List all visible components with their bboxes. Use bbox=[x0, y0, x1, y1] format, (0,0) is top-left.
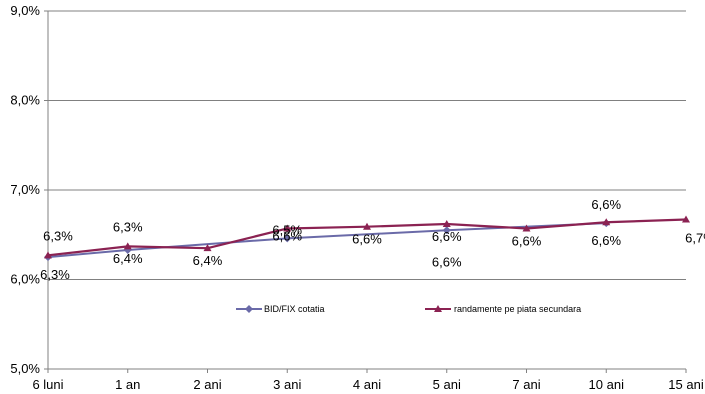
data-label: 6,6% bbox=[272, 228, 302, 243]
x-tick-label: 4 ani bbox=[353, 377, 381, 392]
x-tick-label: 10 ani bbox=[589, 377, 625, 392]
triangle-marker bbox=[434, 305, 442, 312]
axes bbox=[44, 10, 687, 373]
triangle-marker bbox=[44, 251, 52, 259]
y-tick-label: 9,0% bbox=[10, 3, 40, 18]
triangle-marker bbox=[203, 244, 212, 252]
triangle-marker bbox=[442, 220, 451, 228]
y-tick-label: 7,0% bbox=[10, 182, 40, 197]
series-group bbox=[44, 215, 690, 262]
x-tick-label: 6 luni bbox=[32, 377, 63, 392]
x-tick-label: 7 ani bbox=[512, 377, 540, 392]
legend-label-1: BID/FIX cotatia bbox=[264, 304, 325, 314]
y-tick-label: 8,0% bbox=[10, 93, 40, 108]
gridlines bbox=[48, 10, 686, 280]
data-label: 6,5% bbox=[272, 222, 302, 237]
data-label: 6,3% bbox=[113, 219, 143, 234]
y-tick-label: 5,0% bbox=[10, 361, 40, 376]
data-label: 6,3% bbox=[43, 228, 73, 243]
y-axis-tick-labels: 5,0% 6,0% 7,0% 8,0% 9,0% bbox=[10, 3, 40, 376]
triangle-marker bbox=[522, 224, 531, 232]
legend: BID/FIX cotatia randamente pe piata secun… bbox=[236, 304, 581, 314]
x-tick-label: 15 ani bbox=[668, 377, 704, 392]
triangle-marker bbox=[363, 222, 371, 230]
data-label: 6,6% bbox=[512, 233, 542, 248]
y-tick-label: 6,0% bbox=[10, 272, 40, 287]
data-label: 6,6% bbox=[591, 197, 621, 212]
data-label: 6,6% bbox=[591, 233, 621, 248]
x-tick-label: 5 ani bbox=[433, 377, 461, 392]
triangle-marker bbox=[602, 218, 611, 226]
data-label: 6,3% bbox=[40, 267, 70, 282]
diamond-marker bbox=[442, 226, 451, 235]
data-label: 6,6% bbox=[432, 229, 462, 244]
legend-label-2: randamente pe piata secundara bbox=[454, 304, 581, 314]
data-label: 6,6% bbox=[432, 254, 462, 269]
data-label: 6,7% bbox=[685, 231, 705, 246]
x-tick-label: 2 ani bbox=[193, 377, 221, 392]
data-label: 6,4% bbox=[113, 251, 143, 266]
diamond-marker bbox=[245, 305, 253, 313]
triangle-marker bbox=[283, 224, 292, 232]
triangle-marker bbox=[123, 242, 132, 250]
data-label: 6,4% bbox=[193, 253, 223, 268]
triangle-marker bbox=[682, 215, 690, 223]
data-labels: 6,3%6,4%6,5%6,6%6,6%6,3%6,3%6,4%6,6% 6,6%… bbox=[40, 197, 705, 282]
x-axis-tick-labels: 6 luni 1 an 2 ani 3 ani 4 ani 5 ani 7 ani 10 an… bbox=[32, 377, 703, 392]
data-label: 6,6% bbox=[352, 232, 382, 247]
x-tick-label: 3 ani bbox=[273, 377, 301, 392]
x-tick-label: 1 an bbox=[115, 377, 140, 392]
diamond-marker bbox=[283, 234, 292, 243]
